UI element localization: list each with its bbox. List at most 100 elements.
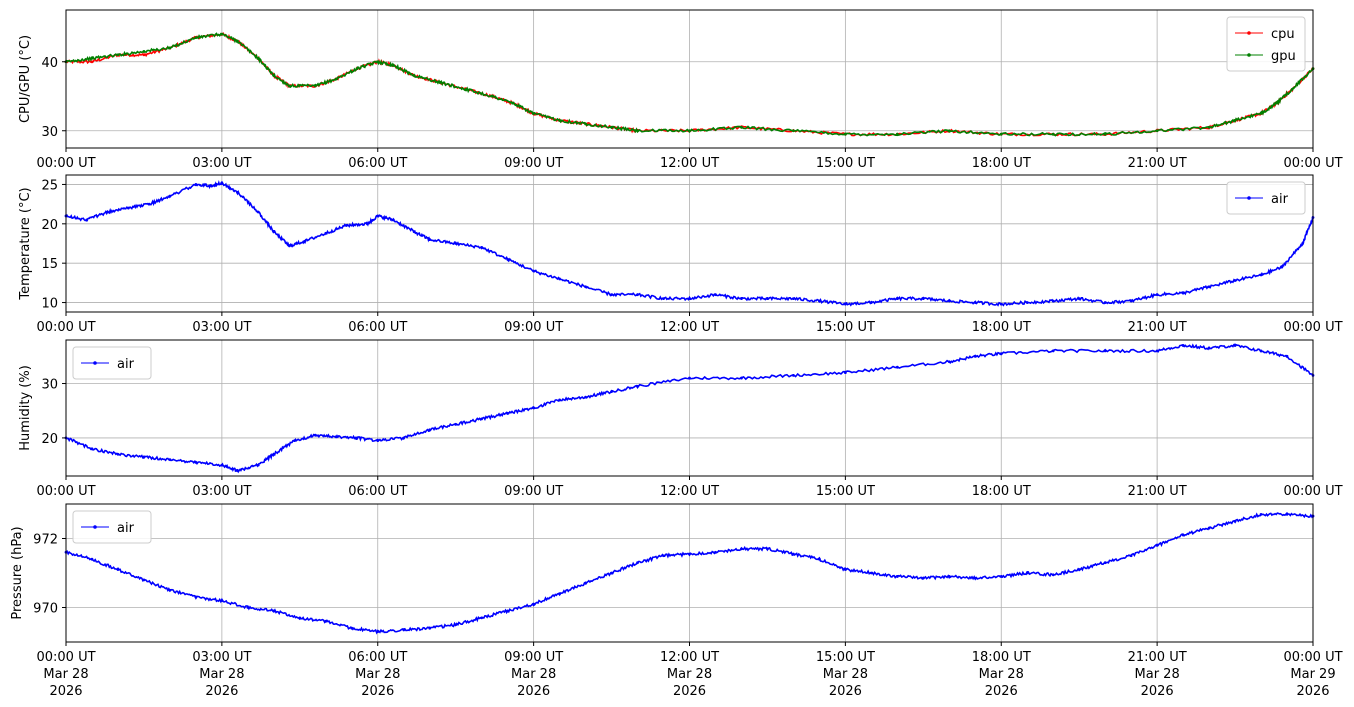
y-tick-label: 20 (41, 432, 58, 447)
data-point-air (116, 452, 120, 456)
data-point-air (272, 452, 276, 456)
x-tick-label: 00:00 UT (36, 484, 95, 499)
data-point-air (428, 238, 432, 241)
series-line-air (65, 180, 1314, 307)
data-point-gpu (792, 129, 795, 133)
data-point-air (324, 231, 328, 235)
subplot-3: 00:00 UT 03:00 UT 06:00 UT 09:00 UT 12:00 UT… (18, 339, 1343, 499)
data-point-air (256, 210, 260, 214)
data-point-air (740, 376, 743, 380)
y-tick-label: 972 (33, 533, 58, 548)
x-tick-label: 18:00 UT (972, 484, 1031, 499)
data-point-air (272, 230, 276, 234)
series-line-gpu (65, 32, 1314, 137)
x-tick-label: 03:00 UT (192, 156, 251, 171)
data-point-air (740, 297, 743, 301)
data-point-gpu (532, 112, 536, 115)
data-point-air (428, 626, 432, 630)
x-tick-label: 06:00 UT (348, 320, 407, 335)
x-tick-label: 09:00 UT (504, 484, 563, 499)
data-point-air (688, 376, 691, 380)
x-tick-label: 00:00 UT (1283, 484, 1342, 499)
data-point-gpu (636, 129, 639, 133)
x-tick-label: 03:00 UT Mar 28 2026 (192, 650, 251, 699)
data-point-air (454, 623, 458, 627)
data-point-air (532, 269, 536, 273)
data-point-air (1051, 349, 1055, 353)
data-point-air (85, 218, 89, 222)
data-point-gpu (90, 56, 94, 60)
legend-marker-gpu (1247, 53, 1251, 57)
data-point-air (1259, 273, 1263, 277)
data-point-air (314, 433, 317, 437)
data-point-air (636, 384, 639, 388)
data-point-air (1103, 561, 1107, 565)
data-point-air (1233, 344, 1237, 347)
legend-box (1226, 181, 1306, 215)
x-tick-label: 09:00 UT (504, 156, 563, 171)
data-point-air (246, 606, 250, 609)
data-point-gpu (1207, 125, 1211, 129)
legend-marker-air (1247, 196, 1251, 200)
data-point-air (210, 184, 213, 188)
y-axis-label: Pressure (hPa) (10, 526, 25, 619)
legend-label-gpu: gpu (1271, 49, 1296, 64)
data-point-air (1259, 349, 1263, 353)
data-point-gpu (584, 122, 587, 126)
data-point-air (1103, 349, 1107, 353)
legend-box (72, 346, 152, 380)
y-axis-label: CPU/GPU (°C) (18, 35, 33, 123)
data-point-gpu (168, 46, 172, 50)
data-point-air (973, 354, 977, 358)
data-point-air (740, 547, 743, 551)
x-tick-label: 06:00 UT (348, 484, 407, 499)
data-point-gpu (376, 60, 380, 64)
data-point-air (1207, 526, 1211, 530)
data-point-air (236, 190, 239, 194)
data-point-air (584, 581, 587, 585)
x-tick-label: 15:00 UT (816, 320, 875, 335)
data-point-gpu (355, 67, 359, 71)
data-point-air (1155, 544, 1159, 547)
data-point-air (506, 412, 510, 415)
data-point-air (1051, 299, 1055, 303)
data-point-gpu (464, 87, 468, 91)
data-point-gpu (142, 50, 146, 53)
data-point-air (1077, 297, 1081, 301)
data-point-air (662, 297, 665, 301)
data-point-air (1285, 354, 1289, 358)
data-point-gpu (314, 84, 317, 88)
x-tick-label: 15:00 UT (816, 484, 875, 499)
data-point-air (454, 422, 458, 426)
data-point-air (584, 395, 587, 399)
x-tick-label: 00:00 UT (1283, 320, 1342, 335)
data-point-gpu (412, 74, 416, 77)
data-point-air (1155, 349, 1159, 353)
y-tick-label: 40 (41, 56, 58, 71)
x-tick-label: 21:00 UT Mar 28 2026 (1128, 650, 1187, 699)
data-point-gpu (999, 132, 1003, 136)
data-point-air (999, 302, 1003, 306)
x-tick-label: 00:00 UT (1283, 156, 1342, 171)
data-point-air (947, 299, 951, 303)
data-point-gpu (194, 36, 198, 39)
data-point-gpu (1275, 101, 1279, 105)
data-point-gpu (490, 94, 494, 98)
data-point-air (843, 371, 847, 375)
data-point-air (1181, 344, 1185, 347)
legend: air (1226, 181, 1306, 215)
legend-marker-air (93, 525, 97, 529)
data-point-gpu (391, 63, 395, 67)
data-point-gpu (610, 125, 613, 129)
data-point-air (817, 557, 821, 561)
data-point-air (843, 568, 847, 571)
data-point-air (194, 595, 198, 599)
data-point-gpu (1103, 132, 1107, 136)
data-point-air (1285, 512, 1289, 516)
data-point-air (324, 619, 328, 623)
x-tick-label: 12:00 UT (660, 320, 719, 335)
data-point-air (1233, 519, 1237, 523)
data-point-air (106, 210, 109, 214)
x-tick-label: 00:00 UT (36, 320, 95, 335)
data-point-gpu (1259, 112, 1263, 115)
